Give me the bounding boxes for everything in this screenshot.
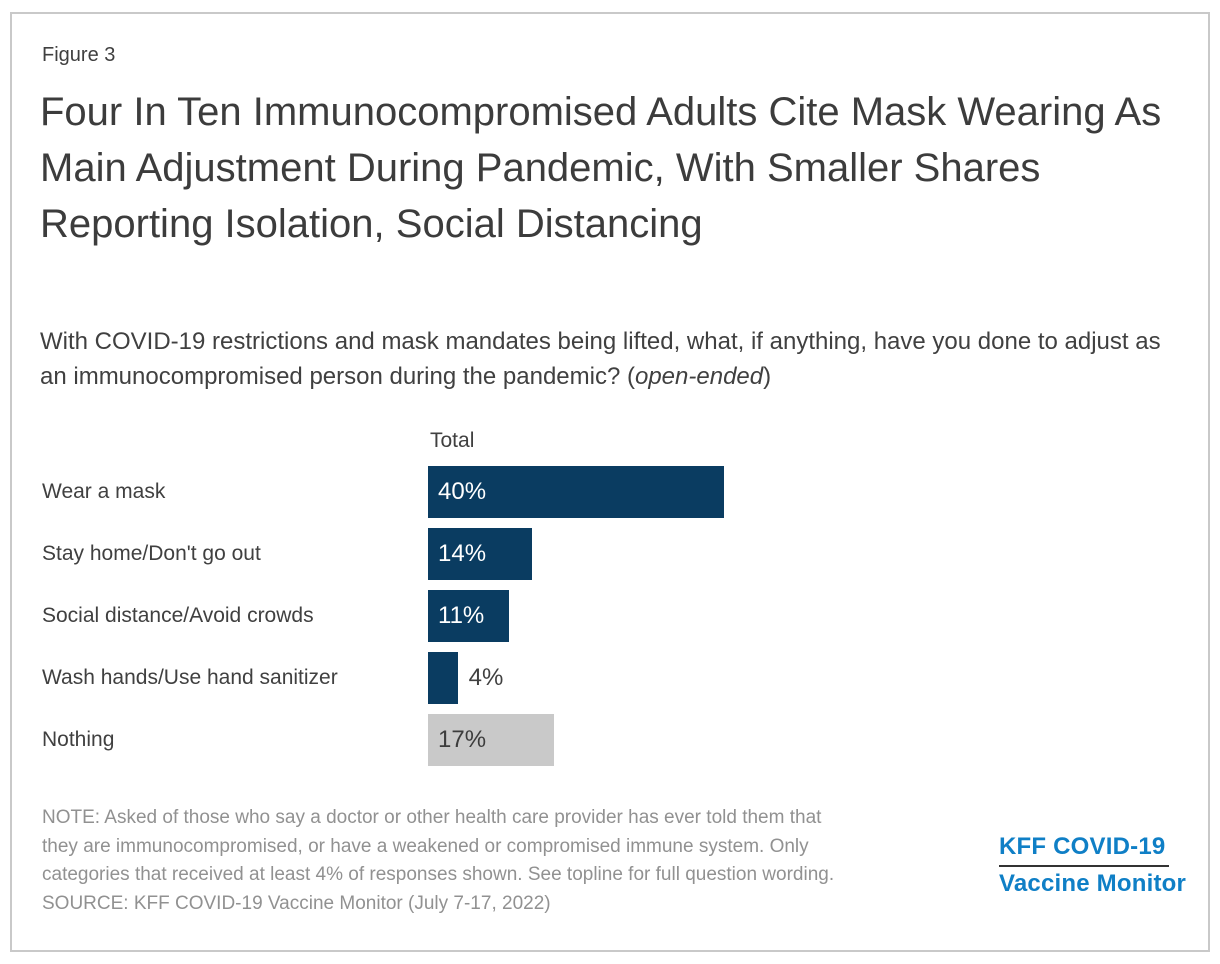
chart-subtitle: With COVID-19 restrictions and mask mand…: [40, 324, 1165, 394]
bar-row: Nothing 17%: [42, 714, 1182, 766]
category-label: Nothing: [42, 728, 115, 751]
logo-line1: KFF COVID-19: [999, 833, 1170, 867]
bar: [428, 652, 458, 704]
subtitle-question-text: With COVID-19 restrictions and mask mand…: [40, 328, 1161, 390]
logo-line2: Vaccine Monitor: [999, 870, 1187, 897]
bar-value-label: 14%: [438, 540, 487, 567]
bar-value-label: 11%: [438, 602, 485, 629]
bar: 17%: [428, 714, 554, 766]
column-header-total: Total: [430, 429, 475, 452]
category-label: Social distance/Avoid crowds: [42, 604, 314, 627]
bar-value-label: 40%: [438, 478, 487, 505]
bar: 11%: [428, 590, 510, 642]
bar-row: Social distance/Avoid crowds 11%: [42, 590, 1182, 642]
category-label: Wear a mask: [42, 480, 166, 503]
figure-number-label: Figure 3: [42, 44, 116, 66]
bar-row: Wash hands/Use hand sanitizer 4%: [42, 652, 1182, 704]
subtitle-closing-paren: ): [763, 363, 772, 390]
kff-vaccine-monitor-logo: KFF COVID-19 Vaccine Monitor: [999, 833, 1186, 898]
bar-row: Wear a mask 40%: [42, 466, 1182, 518]
bar-value-label: 4%: [468, 664, 504, 691]
subtitle-open-ended-note: open-ended: [634, 363, 764, 390]
bar: 40%: [428, 466, 724, 518]
category-label: Stay home/Don't go out: [42, 542, 261, 565]
bar-value-label: 17%: [438, 726, 487, 753]
bar: 14%: [428, 528, 532, 580]
bar-row: Stay home/Don't go out 14%: [42, 528, 1182, 580]
bar-chart: Wear a mask 40% Stay home/Don't go out 14% S…: [42, 466, 1182, 776]
category-label: Wash hands/Use hand sanitizer: [42, 666, 338, 689]
note-source-text: NOTE: Asked of those who say a doctor or…: [42, 807, 835, 914]
chart-title: Four In Ten Immunocompromised Adults Cit…: [40, 90, 1162, 246]
